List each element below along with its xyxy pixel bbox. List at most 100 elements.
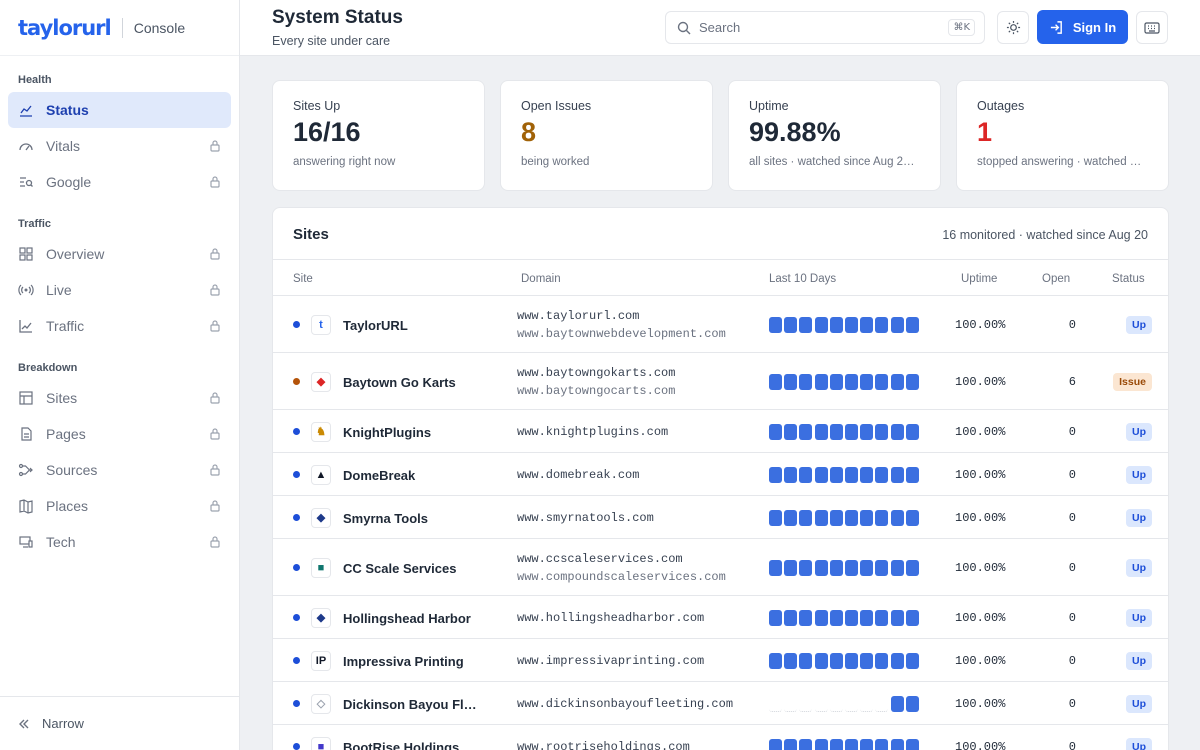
table-row[interactable]: t TaylorURL www.taylorurl.com www.baytownwe… [273, 296, 1168, 353]
day-bar[interactable] [890, 652, 904, 669]
day-bar[interactable] [905, 559, 919, 576]
search-input[interactable] [699, 20, 929, 35]
day-bar[interactable] [769, 423, 782, 440]
column-last-10-days[interactable]: Last 10 Days [769, 273, 837, 285]
sidebar-item-traffic[interactable]: Traffic [8, 308, 231, 344]
stat-card-open-issues[interactable]: Open Issues 8 being worked [500, 80, 713, 191]
search-box[interactable]: ⌘K [665, 11, 985, 44]
day-bar[interactable] [860, 738, 874, 750]
day-bar[interactable] [814, 609, 828, 626]
day-bar[interactable] [829, 466, 843, 483]
domain-link[interactable]: www.hollingsheadharbor.com [517, 610, 705, 625]
day-bar[interactable] [799, 373, 813, 390]
sidebar-item-overview[interactable]: Overview [8, 236, 231, 272]
sidebar-item-live[interactable]: Live [8, 272, 231, 308]
day-bar[interactable] [845, 466, 858, 483]
table-row[interactable]: ■ BootRise Holdings www.rootriseholdings.c… [273, 725, 1168, 750]
day-bar[interactable] [875, 423, 889, 440]
day-bar[interactable] [890, 609, 904, 626]
day-bar[interactable] [799, 423, 813, 440]
table-row[interactable]: ▲ DomeBreak www.domebreak.com 100.00% 0 Up [273, 453, 1168, 496]
site-name[interactable]: TaylorURL [343, 317, 408, 333]
site-name[interactable]: Smyrna Tools [343, 510, 429, 526]
day-bar[interactable] [829, 423, 843, 440]
day-bar[interactable] [799, 609, 813, 626]
day-bar[interactable] [890, 423, 904, 440]
domain-link[interactable]: www.dickinsonbayoufleeting.com [517, 696, 734, 711]
domain-link[interactable]: www.smyrnatools.com [517, 510, 654, 525]
day-bar[interactable] [890, 466, 904, 483]
day-bar[interactable] [769, 316, 782, 333]
day-bar[interactable] [860, 316, 874, 333]
day-bar[interactable] [845, 423, 858, 440]
domain-link[interactable]: www.ccscaleservices.com [517, 551, 683, 566]
site-name[interactable]: Impressiva Printing [343, 653, 464, 669]
brand-logo[interactable]: taylorurl [18, 15, 112, 40]
day-bar[interactable] [905, 609, 919, 626]
domain-link[interactable]: www.rootriseholdings.com [517, 739, 690, 750]
stat-card-uptime[interactable]: Uptime 99.88% all sites · watched since Au… [728, 80, 941, 191]
day-bar[interactable] [905, 738, 919, 750]
day-bar[interactable] [799, 559, 813, 576]
day-bar[interactable] [829, 609, 843, 626]
day-bar[interactable] [784, 423, 798, 440]
day-bar[interactable] [829, 738, 843, 750]
domain-link[interactable]: www.taylorurl.com [517, 308, 640, 323]
day-bar[interactable] [860, 373, 874, 390]
day-bar[interactable] [814, 466, 828, 483]
day-bar[interactable] [845, 609, 858, 626]
sidebar-item-vitals[interactable]: Vitals [8, 128, 231, 164]
day-bar[interactable] [814, 423, 828, 440]
day-bar[interactable] [799, 509, 813, 526]
table-row[interactable]: ♞ KnightPlugins www.knightplugins.com 100.0… [273, 410, 1168, 453]
day-bar[interactable] [905, 652, 919, 669]
day-bar[interactable] [875, 559, 889, 576]
sidebar-item-tech[interactable]: Tech [8, 524, 231, 560]
day-bar[interactable] [769, 466, 782, 483]
day-bar[interactable] [845, 316, 858, 333]
day-bar[interactable] [769, 509, 782, 526]
column-status[interactable]: Status [1112, 273, 1145, 285]
table-row[interactable]: ◆ Hollingshead Harbor www.hollingsheadharb… [273, 596, 1168, 639]
day-bar[interactable] [784, 609, 798, 626]
day-bar[interactable] [845, 652, 858, 669]
day-bar[interactable] [890, 559, 904, 576]
day-bar[interactable] [814, 373, 828, 390]
stat-card-outages[interactable]: Outages 1 stopped answering · watched … [956, 80, 1169, 191]
day-bar[interactable] [784, 559, 798, 576]
domain-link[interactable]: www.impressivaprinting.com [517, 653, 705, 668]
day-bar[interactable] [784, 738, 798, 750]
sign-in-button[interactable]: Sign In [1037, 10, 1128, 44]
day-bar[interactable] [784, 373, 798, 390]
day-bar[interactable] [784, 652, 798, 669]
day-bar[interactable] [829, 652, 843, 669]
site-name[interactable]: Baytown Go Karts [343, 374, 456, 390]
sidebar-item-pages[interactable]: Pages [8, 416, 231, 452]
column-domain[interactable]: Domain [521, 273, 561, 285]
theme-toggle-button[interactable] [997, 11, 1029, 44]
domain-link[interactable]: www.compoundscaleservices.com [517, 569, 726, 584]
table-row[interactable]: ◆ Baytown Go Karts www.baytowngokarts.com w… [273, 353, 1168, 410]
day-bar[interactable] [814, 652, 828, 669]
column-uptime[interactable]: Uptime [961, 273, 998, 285]
day-bar[interactable] [769, 373, 782, 390]
day-bar[interactable] [845, 559, 858, 576]
day-bar[interactable] [875, 609, 889, 626]
day-bar[interactable] [905, 373, 919, 390]
day-bar[interactable] [799, 466, 813, 483]
day-bar[interactable] [875, 696, 889, 712]
day-bar[interactable] [799, 316, 813, 333]
day-bar[interactable] [769, 652, 782, 669]
domain-link[interactable]: www.baytowngocarts.com [517, 383, 676, 398]
day-bar[interactable] [860, 696, 874, 712]
day-bar[interactable] [845, 509, 858, 526]
keyboard-shortcuts-button[interactable] [1136, 11, 1168, 44]
day-bar[interactable] [845, 373, 858, 390]
day-bar[interactable] [814, 559, 828, 576]
domain-link[interactable]: www.baytowngokarts.com [517, 365, 676, 380]
day-bar[interactable] [875, 738, 889, 750]
column-open[interactable]: Open [1042, 273, 1071, 285]
day-bar[interactable] [905, 509, 919, 526]
domain-link[interactable]: www.domebreak.com [517, 467, 640, 482]
site-name[interactable]: BootRise Holdings [343, 739, 460, 750]
